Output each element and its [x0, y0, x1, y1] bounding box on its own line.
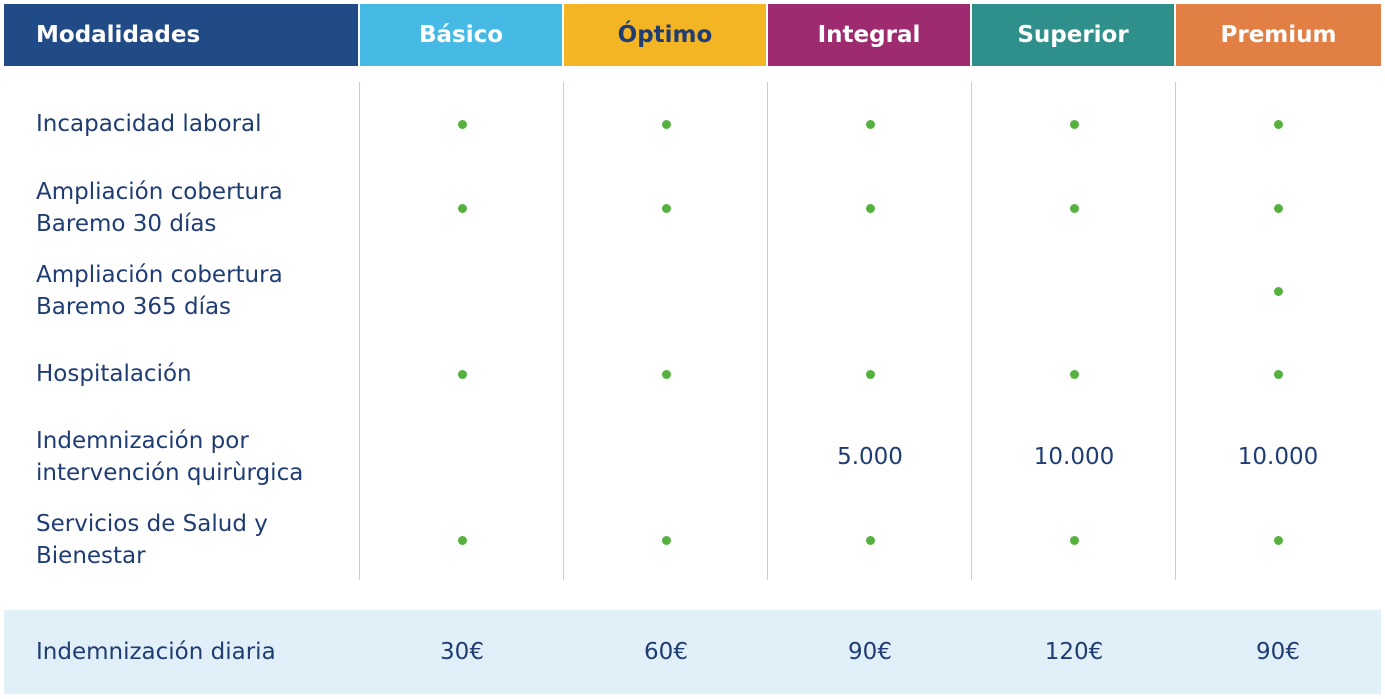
- included-dot-icon: [1069, 119, 1079, 129]
- included-dot-cell: [564, 520, 768, 560]
- included-dot-icon: [457, 119, 467, 129]
- included-dot-icon: [865, 119, 875, 129]
- row-label: Indemnización por intervención quirùrgica: [36, 425, 303, 489]
- empty-cell: [564, 271, 768, 311]
- included-dot-cell: [564, 104, 768, 144]
- row-label-line: intervención quirùrgica: [36, 460, 304, 486]
- row-label-line: Servicios de Salud y: [36, 511, 268, 537]
- footer-value-integral: 90€: [848, 639, 892, 665]
- included-dot-icon: [661, 203, 671, 213]
- included-dot-icon: [1273, 369, 1283, 379]
- included-dot-icon: [1069, 203, 1079, 213]
- header-plan-basico: Básico: [360, 4, 562, 66]
- included-dot-icon: [865, 203, 875, 213]
- included-dot-icon: [457, 369, 467, 379]
- column-divider: [767, 82, 768, 580]
- included-dot-icon: [865, 535, 875, 545]
- included-dot-cell: [1176, 520, 1380, 560]
- column-divider: [359, 82, 360, 580]
- included-dot-cell: [360, 520, 564, 560]
- value-cell: 5.000: [837, 444, 903, 470]
- included-dot-cell: [360, 104, 564, 144]
- included-dot-cell: [1176, 104, 1380, 144]
- row-label: Ampliación cobertura Baremo 365 días: [36, 259, 283, 323]
- row-label: Incapacidad laboral: [36, 108, 262, 140]
- empty-cell: [360, 437, 564, 477]
- header-plan-integral: Integral: [768, 4, 970, 66]
- footer-value-basico: 30€: [440, 639, 484, 665]
- included-dot-cell: [360, 188, 564, 228]
- included-dot-icon: [1069, 369, 1079, 379]
- included-dot-cell: [972, 188, 1176, 228]
- column-divider: [971, 82, 972, 580]
- included-dot-icon: [457, 203, 467, 213]
- column-divider: [1175, 82, 1176, 580]
- included-dot-cell: [768, 520, 972, 560]
- header-row: Modalidades Básico Óptimo Integral Super…: [4, 4, 1381, 66]
- empty-cell: [972, 271, 1176, 311]
- row-label-line: Hospitalación: [36, 361, 192, 387]
- included-dot-icon: [457, 535, 467, 545]
- value-cell: 10.000: [1237, 444, 1319, 470]
- included-dot-cell: [1176, 188, 1380, 228]
- empty-cell: [768, 271, 972, 311]
- footer-value-optimo: 60€: [644, 639, 688, 665]
- footer-row-indemnizacion-diaria: Indemnización diaria 30€ 60€ 90€ 120€ 90…: [4, 610, 1381, 694]
- row-label-line: Baremo 30 días: [36, 211, 217, 237]
- header-plan-premium: Premium: [1176, 4, 1381, 66]
- header-plan-superior: Superior: [972, 4, 1174, 66]
- row-label-line: Ampliación cobertura: [36, 179, 283, 205]
- header-plan-optimo: Óptimo: [564, 4, 766, 66]
- included-dot-icon: [1069, 535, 1079, 545]
- included-dot-cell: [1176, 354, 1380, 394]
- included-dot-cell: [972, 354, 1176, 394]
- included-dot-cell: [972, 520, 1176, 560]
- row-label-line: Indemnización por: [36, 428, 249, 454]
- row-label: Ampliación cobertura Baremo 30 días: [36, 176, 283, 240]
- included-dot-icon: [865, 369, 875, 379]
- footer-label: Indemnización diaria: [36, 639, 276, 665]
- included-dot-cell: [360, 354, 564, 394]
- row-label-line: Ampliación cobertura: [36, 262, 283, 288]
- row-label: Hospitalación: [36, 358, 192, 390]
- value-cell: 10.000: [1033, 444, 1115, 470]
- row-label-line: Bienestar: [36, 543, 146, 569]
- included-dot-icon: [661, 369, 671, 379]
- included-dot-cell: [768, 354, 972, 394]
- row-label-line: Incapacidad laboral: [36, 111, 262, 137]
- included-dot-cell: [564, 188, 768, 228]
- row-label-line: Baremo 365 días: [36, 294, 232, 320]
- row-label: Servicios de Salud y Bienestar: [36, 508, 268, 572]
- included-dot-cell: [1176, 271, 1380, 311]
- footer-value-superior: 120€: [1044, 639, 1104, 665]
- footer-value-premium: 90€: [1256, 639, 1300, 665]
- included-dot-cell: [768, 188, 972, 228]
- included-dot-icon: [1273, 286, 1283, 296]
- column-divider: [563, 82, 564, 580]
- included-dot-cell: [972, 104, 1176, 144]
- included-dot-icon: [661, 535, 671, 545]
- coverage-table: Modalidades Básico Óptimo Integral Super…: [4, 4, 1381, 694]
- included-dot-icon: [1273, 119, 1283, 129]
- included-dot-icon: [661, 119, 671, 129]
- included-dot-cell: [564, 354, 768, 394]
- header-modalidades: Modalidades: [4, 4, 358, 66]
- empty-cell: [564, 437, 768, 477]
- included-dot-icon: [1273, 535, 1283, 545]
- empty-cell: [360, 271, 564, 311]
- included-dot-icon: [1273, 203, 1283, 213]
- included-dot-cell: [768, 104, 972, 144]
